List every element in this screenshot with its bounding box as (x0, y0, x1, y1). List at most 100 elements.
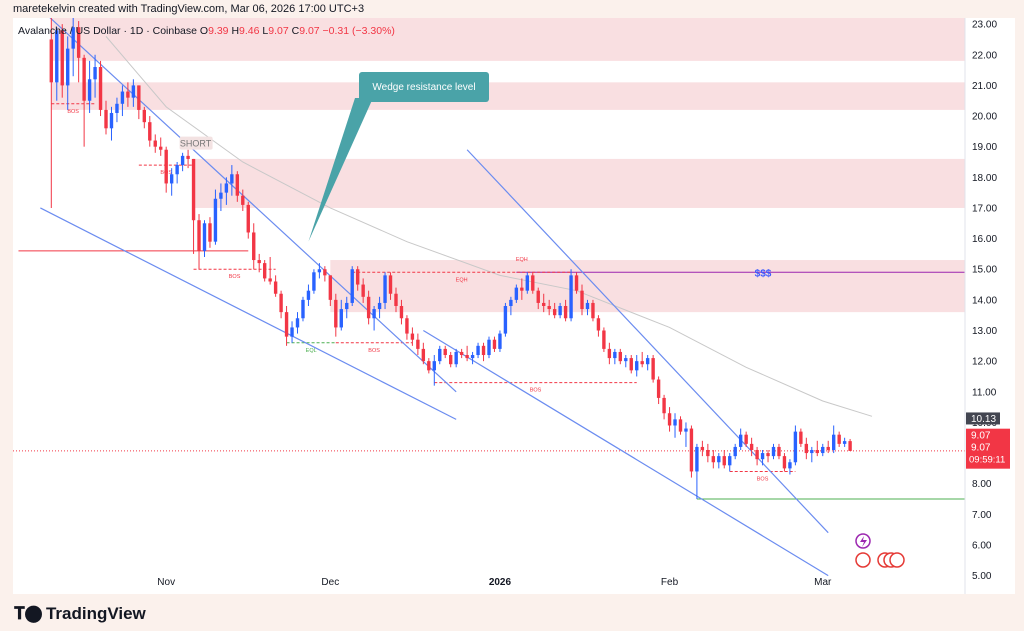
chart-frame[interactable]: BOSBOSBOSEQLBOSBOSBOSEQHSHORTEQH$$$Wedge… (13, 18, 1015, 594)
candle-body (312, 272, 316, 291)
wedge-trendline-2 (466, 149, 829, 534)
candle-98 (585, 299, 590, 316)
candle-body (131, 85, 136, 98)
candle-body (449, 355, 453, 365)
candle-74 (454, 348, 458, 368)
candle-106 (629, 355, 633, 374)
candle-body (66, 48, 70, 86)
candle-body (733, 446, 737, 457)
open-value: 9.39 (208, 25, 229, 37)
candle-117 (689, 425, 694, 478)
candle-body (175, 165, 179, 175)
candle-71 (438, 345, 442, 365)
candle-body (109, 112, 114, 129)
wedge-trendline-0 (40, 207, 457, 420)
candle-37 (252, 223, 256, 270)
candle-body (810, 450, 814, 454)
candle-body (208, 223, 212, 242)
price-tick-5: 18.00 (972, 173, 997, 184)
ma-badge-label: 10.13 (971, 414, 996, 425)
candle-body (82, 57, 86, 101)
candle-body (224, 183, 229, 193)
candle-body (607, 348, 612, 359)
candle-body (252, 232, 256, 261)
candle-119 (700, 440, 705, 457)
candle-58 (366, 290, 371, 325)
candle-103 (613, 348, 617, 365)
candle-body (569, 275, 573, 319)
candle-body (295, 318, 300, 328)
price-tick-6: 17.00 (972, 203, 997, 214)
candle-body (317, 269, 322, 273)
candle-12 (115, 97, 119, 123)
candle-128 (749, 437, 754, 457)
candle-body (55, 30, 59, 83)
candle-body (651, 358, 655, 380)
low-value: 9.07 (268, 25, 289, 37)
candle-9 (98, 60, 103, 117)
tradingview-logo[interactable]: 𝐓⬤ TradingView (14, 604, 146, 624)
candle-21 (164, 146, 168, 193)
resistance-zone-0 (51, 18, 966, 61)
callout-box (359, 72, 489, 102)
candle-47 (306, 284, 311, 306)
candle-body (213, 198, 218, 242)
candle-body (591, 302, 595, 319)
symbol-name[interactable]: Avalanche / US Dollar · 1D · Coinbase (18, 25, 197, 37)
price-tick-11: 12.00 (972, 357, 997, 368)
candle-body (361, 284, 365, 297)
candle-31 (219, 183, 223, 212)
price-tick-9: 14.00 (972, 295, 997, 306)
candle-93 (558, 302, 562, 319)
structure-label-5: BOS (530, 388, 542, 394)
candle-48 (312, 269, 316, 294)
candle-body (547, 306, 551, 310)
candlestick-chart[interactable]: BOSBOSBOSEQLBOSBOSBOSEQHSHORTEQH$$$Wedge… (13, 18, 1015, 594)
candle-67 (416, 333, 420, 356)
candle-6 (82, 54, 86, 147)
candle-body (799, 431, 803, 444)
candle-126 (738, 428, 743, 450)
resistance-zone-2 (193, 158, 965, 208)
candle-body (755, 450, 759, 460)
candle-body (498, 333, 502, 349)
candle-8 (93, 54, 97, 98)
candle-body (180, 155, 185, 166)
candle-body (667, 413, 672, 426)
lightning-bolt-icon (860, 536, 867, 547)
candle-body (542, 302, 546, 306)
price-tick-7: 16.00 (972, 234, 997, 245)
candle-body (339, 309, 343, 328)
candle-body (503, 306, 508, 334)
candle-140 (815, 440, 819, 457)
candle-body (558, 306, 562, 316)
candle-body (520, 287, 524, 291)
candle-146 (848, 438, 852, 451)
candle-104 (618, 348, 623, 365)
candle-body (202, 223, 207, 251)
candle-body (137, 85, 141, 110)
short-tag-bg (179, 136, 213, 150)
candle-40 (268, 256, 272, 285)
candle-88 (531, 272, 535, 294)
candle-29 (208, 217, 212, 248)
callout-pointer (308, 98, 373, 242)
time-tick-0: Nov (157, 577, 175, 588)
candle-35 (241, 189, 245, 212)
candle-body (552, 309, 557, 316)
candle-113 (667, 407, 672, 432)
candle-100 (596, 315, 601, 337)
candle-body (793, 431, 798, 463)
candle-118 (695, 443, 699, 500)
candle-109 (645, 355, 650, 371)
candle-body (706, 450, 710, 457)
candle-body (640, 361, 644, 365)
candle-body (689, 428, 694, 472)
candle-body (700, 446, 705, 450)
candle-53 (339, 299, 343, 331)
candle-body (443, 348, 447, 356)
candle-68 (421, 342, 426, 365)
candle-80 (487, 336, 491, 359)
candle-body (246, 204, 250, 233)
candle-body (421, 348, 426, 362)
